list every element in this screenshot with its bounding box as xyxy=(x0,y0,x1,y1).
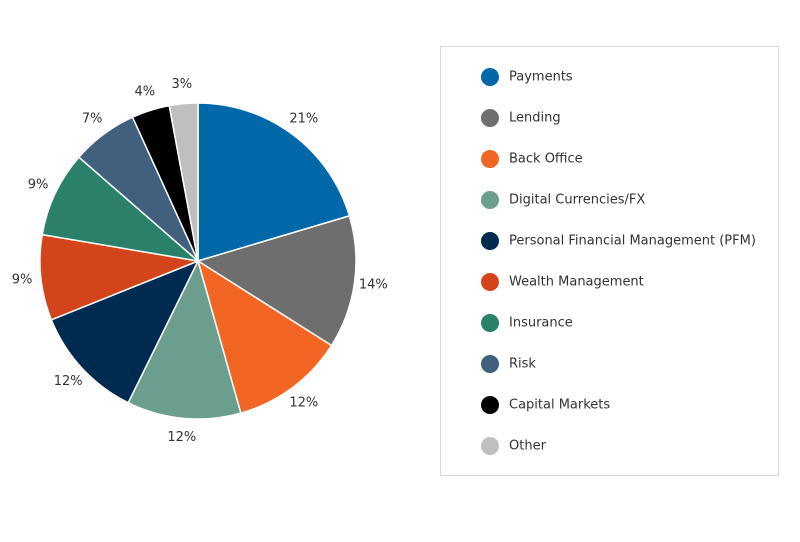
pie-slice xyxy=(41,156,201,263)
legend-swatch xyxy=(481,232,499,250)
legend-swatch xyxy=(481,68,499,86)
legend-swatch xyxy=(481,273,499,291)
pie-slice xyxy=(127,258,242,420)
data-label: 12% xyxy=(54,374,83,389)
legend-swatch xyxy=(481,355,499,373)
legend-label: Other xyxy=(509,439,547,454)
data-label: 12% xyxy=(289,395,318,410)
data-label: 3% xyxy=(172,77,193,92)
data-label: 7% xyxy=(82,112,103,127)
pie-slice xyxy=(197,102,351,263)
legend-swatch xyxy=(481,314,499,332)
legend-swatch xyxy=(481,191,499,209)
legend-label: Risk xyxy=(509,357,536,372)
legend-swatch xyxy=(481,109,499,127)
pie-slice xyxy=(168,102,199,262)
legend-label: Lending xyxy=(509,111,561,126)
data-label: 21% xyxy=(289,112,318,127)
data-label: 9% xyxy=(28,178,49,193)
legend-label: Digital Currencies/FX xyxy=(509,193,645,208)
data-label: 12% xyxy=(167,430,196,445)
data-label: 4% xyxy=(135,85,156,100)
legend-swatch xyxy=(481,150,499,168)
pie-slice xyxy=(196,259,333,415)
pie-slice xyxy=(39,233,201,321)
legend-label: Insurance xyxy=(509,316,573,331)
data-label: 14% xyxy=(359,278,388,293)
pie-slice xyxy=(50,259,200,404)
legend-label: Wealth Management xyxy=(509,275,644,290)
legend-label: Personal Financial Management (PFM) xyxy=(509,234,756,249)
legend-label: Payments xyxy=(509,70,573,85)
legend-label: Capital Markets xyxy=(509,398,610,413)
legend-swatch xyxy=(481,396,499,414)
legend-label: Back Office xyxy=(509,152,583,167)
pie-slice xyxy=(196,214,357,347)
data-label: 9% xyxy=(12,272,33,287)
legend-swatch xyxy=(481,437,499,455)
